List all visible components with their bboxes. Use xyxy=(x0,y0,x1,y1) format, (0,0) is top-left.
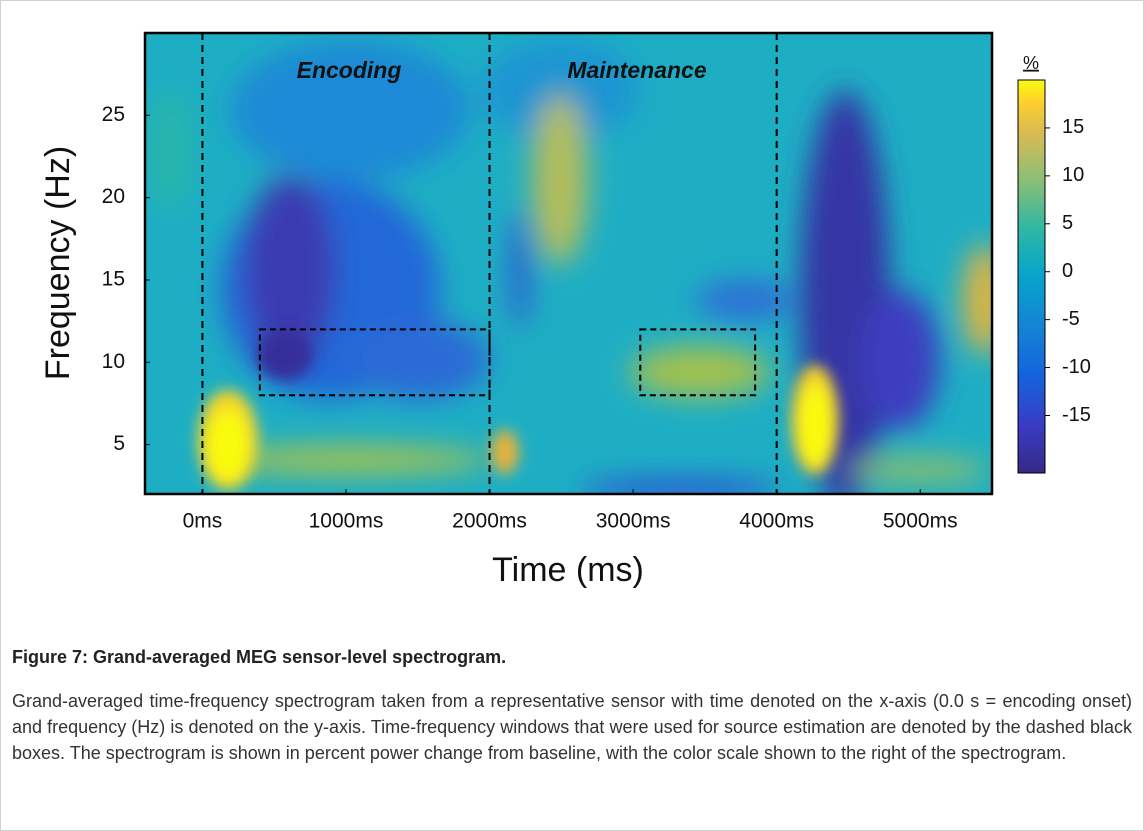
colorbar xyxy=(1017,79,1046,474)
colorbar-tick-label: 15 xyxy=(1062,116,1084,138)
y-axis-label: Frequency (Hz) xyxy=(39,146,77,380)
y-tick-label: 15 xyxy=(102,268,125,291)
phase-annotation: Encoding xyxy=(297,57,402,83)
analysis-window xyxy=(258,328,491,397)
x-tick-label: 2000ms xyxy=(452,510,527,533)
x-tick-label: 1000ms xyxy=(309,510,384,533)
colorbar-label: % xyxy=(1023,53,1039,73)
x-tick-label: 0ms xyxy=(183,510,223,533)
colorbar-tick-label: -5 xyxy=(1062,308,1080,330)
spectrogram-image xyxy=(145,33,992,494)
y-tick-label: 5 xyxy=(113,432,125,455)
y-tick-label: 10 xyxy=(102,350,125,373)
colorbar-tick-label: -10 xyxy=(1062,356,1091,378)
x-tick-label: 4000ms xyxy=(739,510,814,533)
caption-title: Figure 7: Grand-averaged MEG sensor-leve… xyxy=(12,647,507,667)
y-tick-label: 25 xyxy=(102,103,125,126)
colorbar-tick-label: 0 xyxy=(1062,260,1073,282)
phase-annotation: Maintenance xyxy=(567,57,707,83)
x-tick-label: 5000ms xyxy=(883,510,958,533)
plot-frame xyxy=(143,31,994,496)
x-tick-label: 3000ms xyxy=(596,510,671,533)
y-tick-label: 20 xyxy=(102,185,125,208)
colorbar-tick-label: 5 xyxy=(1062,212,1073,234)
colorbar-tick-label: -15 xyxy=(1062,404,1091,426)
colorbar-tick-label: 10 xyxy=(1062,164,1084,186)
caption-text: Grand-averaged time-frequency spectrogra… xyxy=(12,691,1132,763)
x-axis-label: Time (ms) xyxy=(492,551,644,589)
figure: Time (ms) Frequency (Hz) % 0ms 1000ms 2000… xyxy=(39,31,1091,589)
